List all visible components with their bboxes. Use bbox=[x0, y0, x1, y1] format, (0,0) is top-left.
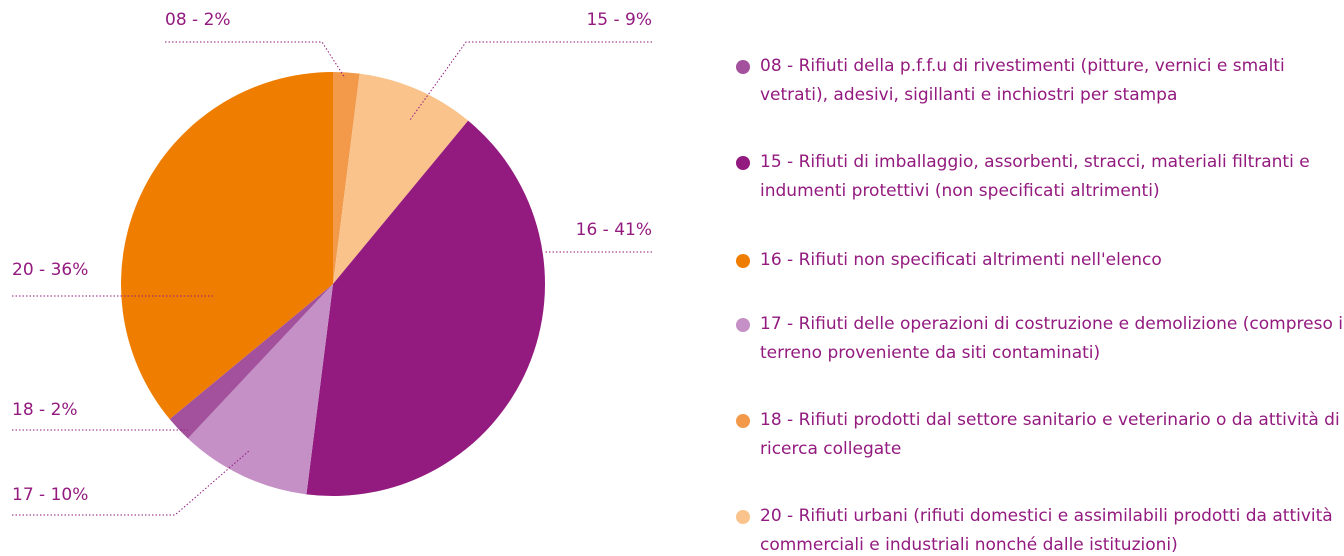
pie-slice bbox=[333, 72, 360, 284]
slice-label: 16 - 41% bbox=[576, 220, 652, 240]
legend-marker bbox=[736, 156, 750, 170]
legend-label: 18 - Rifiuti prodotti dal settore sanita… bbox=[760, 410, 1340, 459]
legend-marker bbox=[736, 510, 750, 524]
pie-slice bbox=[121, 71, 334, 420]
legend-label: 15 - Rifiuti di imballaggio, assorbenti,… bbox=[760, 152, 1310, 201]
legend-item: 18 - Rifiuti prodotti dal settore sanita… bbox=[736, 406, 1344, 464]
slice-label: 15 - 9% bbox=[586, 10, 652, 30]
slice-label: 20 - 36% bbox=[12, 260, 88, 280]
legend-label: 17 - Rifiuti delle operazioni di costruz… bbox=[760, 314, 1344, 363]
pie-slice bbox=[187, 284, 333, 495]
legend-marker bbox=[736, 414, 750, 428]
legend-item: 08 - Rifiuti della p.f.f.u di rivestimen… bbox=[736, 52, 1344, 110]
slice-label: 17 - 10% bbox=[12, 485, 88, 505]
pie-area: 08 - 2% 15 - 9% 16 - 41% 17 - 10% 18 - 2% 20 … bbox=[12, 10, 652, 516]
pie-slice bbox=[333, 73, 469, 284]
slice-label: 18 - 2% bbox=[12, 400, 78, 420]
slice-label: 08 - 2% bbox=[165, 10, 231, 30]
pie-slice bbox=[169, 284, 333, 439]
leader-line bbox=[409, 41, 652, 121]
legend-item: 20 - Rifiuti urbani (rifiuti domestici e… bbox=[736, 502, 1344, 556]
legend-item: 17 - Rifiuti delle operazioni di costruz… bbox=[736, 310, 1344, 368]
legend-marker bbox=[736, 318, 750, 332]
legend-label: 08 - Rifiuti della p.f.f.u di rivestimen… bbox=[760, 56, 1285, 105]
legend-label: 16 - Rifiuti non specificati altrimenti … bbox=[760, 250, 1162, 270]
legend-label: 20 - Rifiuti urbani (rifiuti domestici e… bbox=[760, 506, 1333, 555]
legend-item: 16 - Rifiuti non specificati altrimenti … bbox=[736, 246, 1344, 275]
pie-slice bbox=[306, 120, 545, 496]
leader-line bbox=[12, 449, 251, 516]
legend-marker bbox=[736, 254, 750, 268]
legend-marker bbox=[736, 60, 750, 74]
legend-item: 15 - Rifiuti di imballaggio, assorbenti,… bbox=[736, 148, 1344, 206]
